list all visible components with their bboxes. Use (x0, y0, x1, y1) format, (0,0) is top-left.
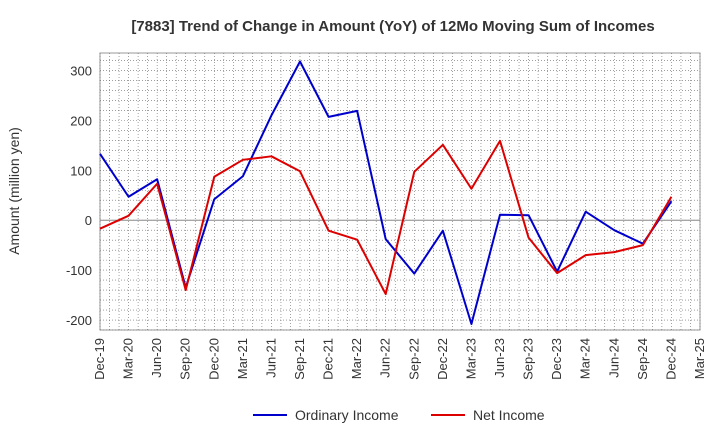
grid-lines (99, 53, 701, 331)
x-tick-label: Dec-20 (206, 338, 221, 380)
series-line (99, 139, 673, 296)
x-tick-label: Jun-22 (378, 338, 393, 378)
x-tick-label: Dec-22 (435, 338, 450, 380)
x-tick-label: Jun-21 (263, 338, 278, 378)
series-line (99, 60, 673, 326)
x-tick-label: Dec-21 (321, 338, 336, 380)
x-tick-label: Mar-20 (121, 338, 136, 379)
y-tick-label: 100 (70, 163, 92, 178)
y-tick-label: -200 (66, 313, 92, 328)
plot-area (99, 52, 701, 331)
legend-label: Ordinary Income (295, 407, 399, 423)
x-tick-label: Sep-23 (521, 338, 536, 380)
x-tick-label: Mar-24 (578, 338, 593, 379)
x-tick-label: Sep-24 (635, 338, 650, 380)
y-tick-label: 0 (85, 213, 92, 228)
x-tick-label: Jun-24 (606, 338, 621, 378)
x-tick-label: Sep-22 (406, 338, 421, 380)
x-tick-label: Mar-23 (463, 338, 478, 379)
y-tick-label: 300 (70, 63, 92, 78)
x-tick-label: Mar-21 (235, 338, 250, 379)
x-tick-label: Dec-19 (92, 338, 107, 380)
x-axis-ticks: Dec-19 Mar-20 Jun-20 Sep-20 Dec-20 Mar-21 Jun-… (92, 338, 707, 380)
x-tick-label: Dec-23 (549, 338, 564, 380)
x-tick-label: Jun-23 (492, 338, 507, 378)
x-tick-label: Jun-20 (149, 338, 164, 378)
x-tick-label: Sep-20 (178, 338, 193, 380)
x-tick-label: Mar-25 (692, 338, 707, 379)
x-tick-label: Sep-21 (292, 338, 307, 380)
series-lines (99, 60, 673, 326)
x-tick-label: Dec-24 (663, 338, 678, 380)
x-tick-label: Mar-22 (349, 338, 364, 379)
y-axis-ticks: 300 200 100 0 -100 -200 (66, 63, 92, 328)
legend: Ordinary Income Net Income (253, 407, 545, 423)
legend-label: Net Income (473, 407, 545, 423)
chart-title: [7883] Trend of Change in Amount (YoY) o… (131, 18, 654, 35)
y-tick-label: -100 (66, 263, 92, 278)
y-tick-label: 200 (70, 113, 92, 128)
y-axis-label: Amount (million yen) (6, 127, 22, 255)
